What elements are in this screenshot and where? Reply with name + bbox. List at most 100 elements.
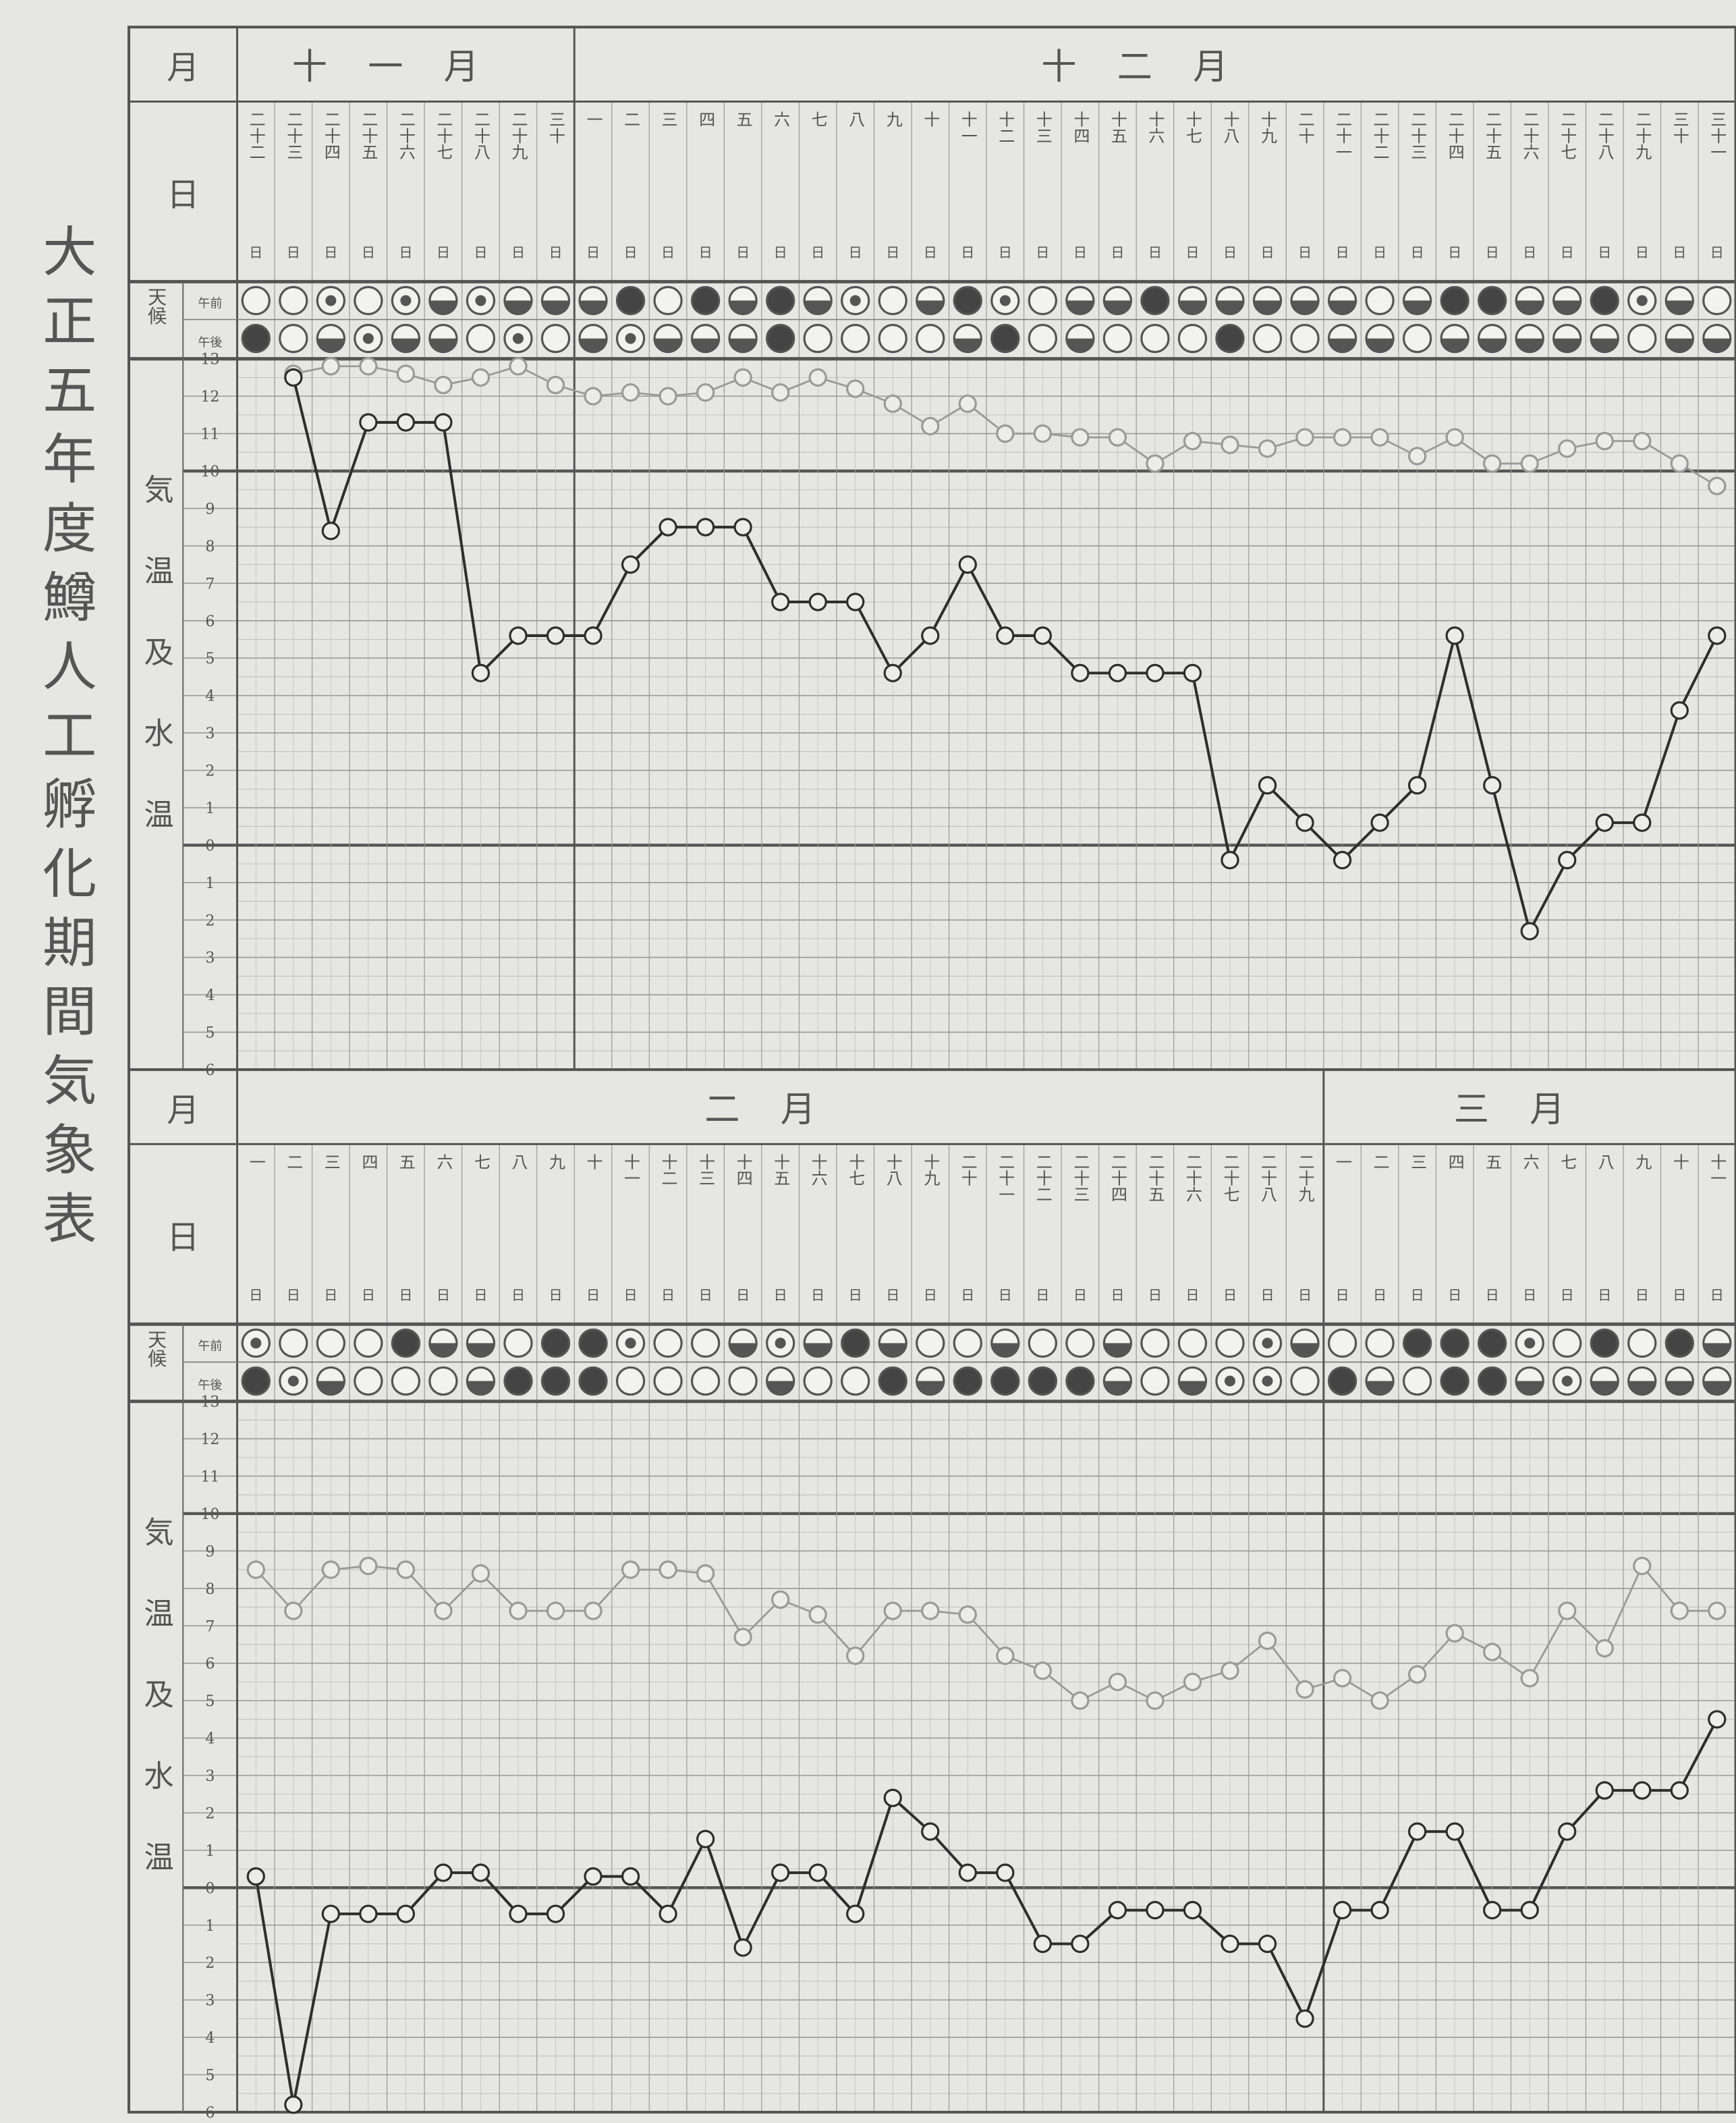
weather-half (504, 300, 532, 314)
temperature-point (1146, 1900, 1165, 1920)
weather-symbol (1402, 1366, 1432, 1396)
weather-symbol (1552, 285, 1582, 316)
weather-circle (466, 323, 496, 354)
weather-symbol (653, 285, 683, 316)
weather-circle (953, 1366, 982, 1396)
y-tick-label: 12 (200, 389, 219, 406)
day-suffix: 日 (399, 244, 412, 260)
weather-half (1403, 300, 1431, 314)
weather-symbol (279, 1328, 308, 1358)
temperature-point (1108, 663, 1127, 683)
weather-symbol (1515, 1328, 1544, 1358)
temperature-point (509, 357, 528, 376)
temperature-point (1595, 1781, 1614, 1800)
weather-half (654, 338, 682, 352)
day-number: 二十七 (1558, 111, 1577, 160)
temperature-point (396, 1904, 416, 1923)
temperature-point (321, 1560, 340, 1579)
weather-half (1179, 300, 1206, 314)
day-suffix: 日 (1073, 244, 1087, 260)
temperature-point (1633, 813, 1652, 832)
day-number: 三 (1408, 1153, 1427, 1169)
weather-circle (1140, 1366, 1170, 1396)
weather-symbol (1102, 323, 1133, 354)
weather-symbol (841, 323, 870, 354)
temperature-point (1708, 1601, 1727, 1620)
day-suffix: 日 (1223, 244, 1237, 260)
temperature-point (471, 368, 491, 387)
weather-circle (878, 323, 907, 354)
day-number: 二十二 (246, 111, 265, 160)
temperature-point (808, 1605, 827, 1624)
day-suffix: 日 (736, 244, 750, 260)
day-number: 十五 (1108, 111, 1127, 144)
month-label: 月 (167, 1091, 199, 1129)
weather-half (1666, 338, 1693, 352)
weather-circle (578, 1328, 608, 1358)
day-number: 四 (696, 111, 715, 128)
weather-symbol (1627, 1366, 1657, 1396)
temperature-point (1445, 428, 1464, 447)
day-number: 二十二 (1370, 111, 1389, 160)
weather-circle (1664, 1328, 1694, 1358)
weather-symbol (1065, 1328, 1095, 1358)
day-suffix: 日 (1523, 1287, 1536, 1303)
weather-half (729, 1343, 757, 1357)
weather-circle (354, 1366, 383, 1396)
weather-symbol (1552, 323, 1582, 354)
temperature-point (1108, 1900, 1127, 1920)
temperature-point (996, 626, 1015, 645)
weather-symbol (316, 285, 346, 316)
weather-symbol (1290, 323, 1320, 354)
temperature-point (359, 413, 378, 432)
weather-circle (1627, 1328, 1657, 1358)
weather-symbol (466, 1328, 496, 1358)
weather-label: 天候 (145, 1329, 167, 1367)
day-number: 三十 (1670, 111, 1689, 144)
day-number: 六 (771, 111, 790, 128)
weather-symbol (466, 1366, 496, 1396)
weather-symbol (1365, 285, 1395, 316)
day-suffix: 日 (774, 244, 787, 260)
weather-half (729, 338, 757, 352)
weather-symbol (765, 285, 795, 316)
day-number: 十三 (1033, 111, 1052, 144)
day-number: 十五 (771, 1153, 790, 1186)
day-number: 四 (1445, 1153, 1464, 1169)
day-suffix: 日 (549, 1287, 562, 1303)
weather-circle (1028, 323, 1058, 354)
weather-circle (391, 1328, 421, 1358)
day-number: 十八 (883, 1153, 902, 1186)
weather-symbol (990, 1366, 1020, 1396)
day-number: 十一 (958, 111, 977, 144)
temperature-point (584, 387, 603, 406)
temperature-point (1483, 1643, 1502, 1661)
y-tick-label: 5 (205, 1025, 215, 1042)
weather-circle (578, 1366, 608, 1396)
temperature-point (396, 364, 416, 383)
temperature-point (1033, 1661, 1052, 1680)
weather-circle (878, 285, 907, 316)
temperature-point (1221, 850, 1239, 870)
weather-half (1516, 300, 1544, 314)
weather-half (317, 1381, 345, 1395)
weather-symbol (1215, 323, 1245, 354)
temperature-point (1520, 922, 1539, 941)
weather-circle (1290, 323, 1320, 354)
weather-dot (1224, 1375, 1236, 1387)
temperature-point (1558, 1822, 1577, 1841)
weather-symbol (690, 323, 721, 354)
day-number: 二十一 (996, 1153, 1015, 1202)
y-tick-label: 3 (205, 1768, 215, 1785)
temperature-point (1370, 1900, 1389, 1920)
weather-symbol (540, 285, 571, 316)
day-suffix: 日 (437, 244, 450, 260)
weather-half (1254, 300, 1281, 314)
weather-symbol (878, 285, 907, 316)
weather-symbol (990, 285, 1020, 316)
day-number: 二十九 (1633, 111, 1652, 160)
weather-dot (625, 1338, 636, 1349)
weather-half (1104, 1381, 1131, 1395)
y-tick-label: 1 (205, 875, 215, 892)
weather-symbol (1102, 1366, 1133, 1396)
